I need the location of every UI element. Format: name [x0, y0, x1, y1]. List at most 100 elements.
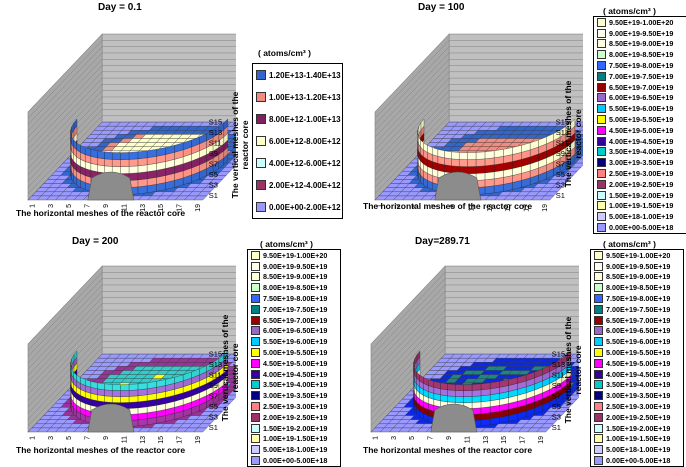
legend-label: 9.50E+19-1.00E+20 [606, 251, 670, 260]
legend-swatch [597, 191, 606, 200]
core-wall-segment [138, 383, 147, 390]
x-tick-label: 3 [391, 436, 398, 440]
legend-item: 7.50E+19-8.00E+19 [591, 293, 683, 304]
core-wall-segment [138, 172, 147, 180]
legend-item: 8.50E+19-9.00E+19 [591, 272, 683, 283]
legend-label: 1.00E+19-1.50E+19 [606, 434, 670, 443]
core-wall-segment [104, 159, 112, 167]
core-wall-segment [112, 384, 120, 390]
legend-label: 0.00E+00-5.00E+18 [263, 456, 327, 465]
legend-item: 2.00E+19-2.50E+19 [591, 412, 683, 423]
legend-item: 9.50E+19-1.00E+20 [248, 250, 340, 261]
z-tick-label: S13 [209, 128, 222, 137]
z-tick-label: S1 [209, 191, 218, 200]
legend-swatch [594, 380, 603, 389]
legend-item: 6.00E+19-6.50E+19 [248, 326, 340, 337]
legend-item: 8.00E+19-8.50E+19 [248, 282, 340, 293]
legend-item: 7.50E+19-8.00E+19 [248, 293, 340, 304]
legend-label: 5.00E+19-5.50E+19 [606, 348, 670, 357]
legend-swatch [251, 456, 260, 465]
z-axis-label-text: The vertical meshes of the reactor core [563, 310, 583, 430]
legend-item: 4.00E+19-4.50E+19 [248, 369, 340, 380]
legend-item: 5.50E+19-6.00E+19 [591, 336, 683, 347]
core-wall-segment [455, 396, 463, 402]
legend-label: 0.00E+00-5.00E+18 [606, 456, 670, 465]
core-wall-segment [138, 401, 147, 408]
core-wall-segment [494, 149, 503, 157]
legend-swatch [251, 305, 260, 314]
x-tick-label: 1 [29, 436, 36, 440]
core-wall-segment [97, 158, 104, 166]
legend-label: 5.50E+19-6.00E+19 [263, 337, 327, 346]
x-axis-label: The horizontal meshes of the reactor cor… [363, 201, 532, 211]
legend-label: 6.00E+19-6.50E+19 [606, 326, 670, 335]
legend-item: 1.00E+13-1.20E+13 [253, 86, 342, 108]
legend-item: 6.00E+19-6.50E+19 [594, 93, 686, 104]
x-tick-label: 1 [372, 436, 379, 440]
legend-item: 5.00E+18-1.00E+19 [591, 444, 683, 455]
core-wall-segment [472, 384, 481, 391]
legend-label: 9.00E+19-9.50E+19 [606, 262, 670, 271]
core-wall-segment [104, 384, 112, 391]
x-tick-label: 13 [140, 436, 147, 444]
legend-swatch [251, 294, 260, 303]
legend-item: 3.00E+19-3.50E+19 [248, 390, 340, 401]
legend-label: 4.00E+19-4.50E+19 [263, 370, 327, 379]
legend-swatch [594, 272, 603, 281]
x-tick-label: 15 [501, 436, 508, 444]
x-tick-label: 19 [542, 204, 549, 212]
z-tick-label: S5 [209, 170, 218, 179]
core-wall-segment [112, 390, 120, 396]
legend-label: 6.00E+19-6.50E+19 [263, 326, 327, 335]
legend-item: 5.50E+19-6.00E+19 [248, 336, 340, 347]
core-wall-segment [138, 158, 147, 166]
core-wall-segment [434, 381, 440, 388]
legend-label: 4.50E+19-5.00E+19 [263, 359, 327, 368]
core-wall-segment [481, 407, 490, 414]
legend-item: 6.00E+12-8.00E+12 [253, 130, 342, 152]
units-label: ( atoms/cm³ ) [603, 239, 656, 249]
legend-item: 8.00E+12-1.00E+13 [253, 108, 342, 130]
legend-label: 8.50E+19-9.00E+19 [606, 272, 670, 281]
legend-swatch [251, 337, 260, 346]
core-wall-segment [444, 151, 451, 159]
legend-swatch [256, 70, 266, 80]
legend-swatch [597, 29, 606, 38]
legend-item: 3.50E+19-4.00E+19 [591, 380, 683, 391]
x-tick-label: 9 [446, 436, 453, 440]
legend-swatch [594, 337, 603, 346]
legend-item: 7.50E+19-8.00E+19 [594, 60, 686, 71]
legend-swatch [251, 445, 260, 454]
legend-label: 5.00E+18-1.00E+19 [609, 212, 673, 221]
x-tick-label: 17 [177, 436, 184, 444]
core-wall-segment [129, 384, 138, 391]
core-wall-segment [104, 396, 112, 403]
core-wall-segment [112, 152, 120, 159]
legend-item: 3.50E+19-4.00E+19 [594, 147, 686, 158]
legend-item: 9.00E+19-9.50E+19 [591, 261, 683, 272]
z-axis-label: The vertical meshes of the reactor core [563, 74, 583, 194]
z-tick-label: S1 [552, 423, 561, 432]
legend-label: 3.00E+19-3.50E+19 [609, 158, 673, 167]
core-wall-segment [467, 152, 476, 159]
core-wall-segment [438, 149, 444, 157]
legend-label: 2.00E+19-2.50E+19 [263, 413, 327, 422]
core-wall-segment [112, 396, 120, 402]
legend-item: 5.00E+19-5.50E+19 [248, 347, 340, 358]
core-wall-segment [490, 381, 499, 388]
legend-swatch [597, 39, 606, 48]
legend-label: 9.50E+19-1.00E+20 [263, 251, 327, 260]
x-tick-label: 19 [195, 204, 202, 212]
legend-item: 6.00E+19-6.50E+19 [591, 326, 683, 337]
core-base [88, 172, 134, 200]
x-axis-label: The horizontal meshes of the reactor cor… [16, 208, 185, 218]
legend-swatch [594, 305, 603, 314]
core-wall-segment [463, 390, 472, 396]
core-wall-segment [120, 384, 129, 390]
legend-label: 1.20E+13-1.40E+13 [269, 71, 341, 80]
legend-label: 8.50E+19-9.00E+19 [609, 39, 673, 48]
